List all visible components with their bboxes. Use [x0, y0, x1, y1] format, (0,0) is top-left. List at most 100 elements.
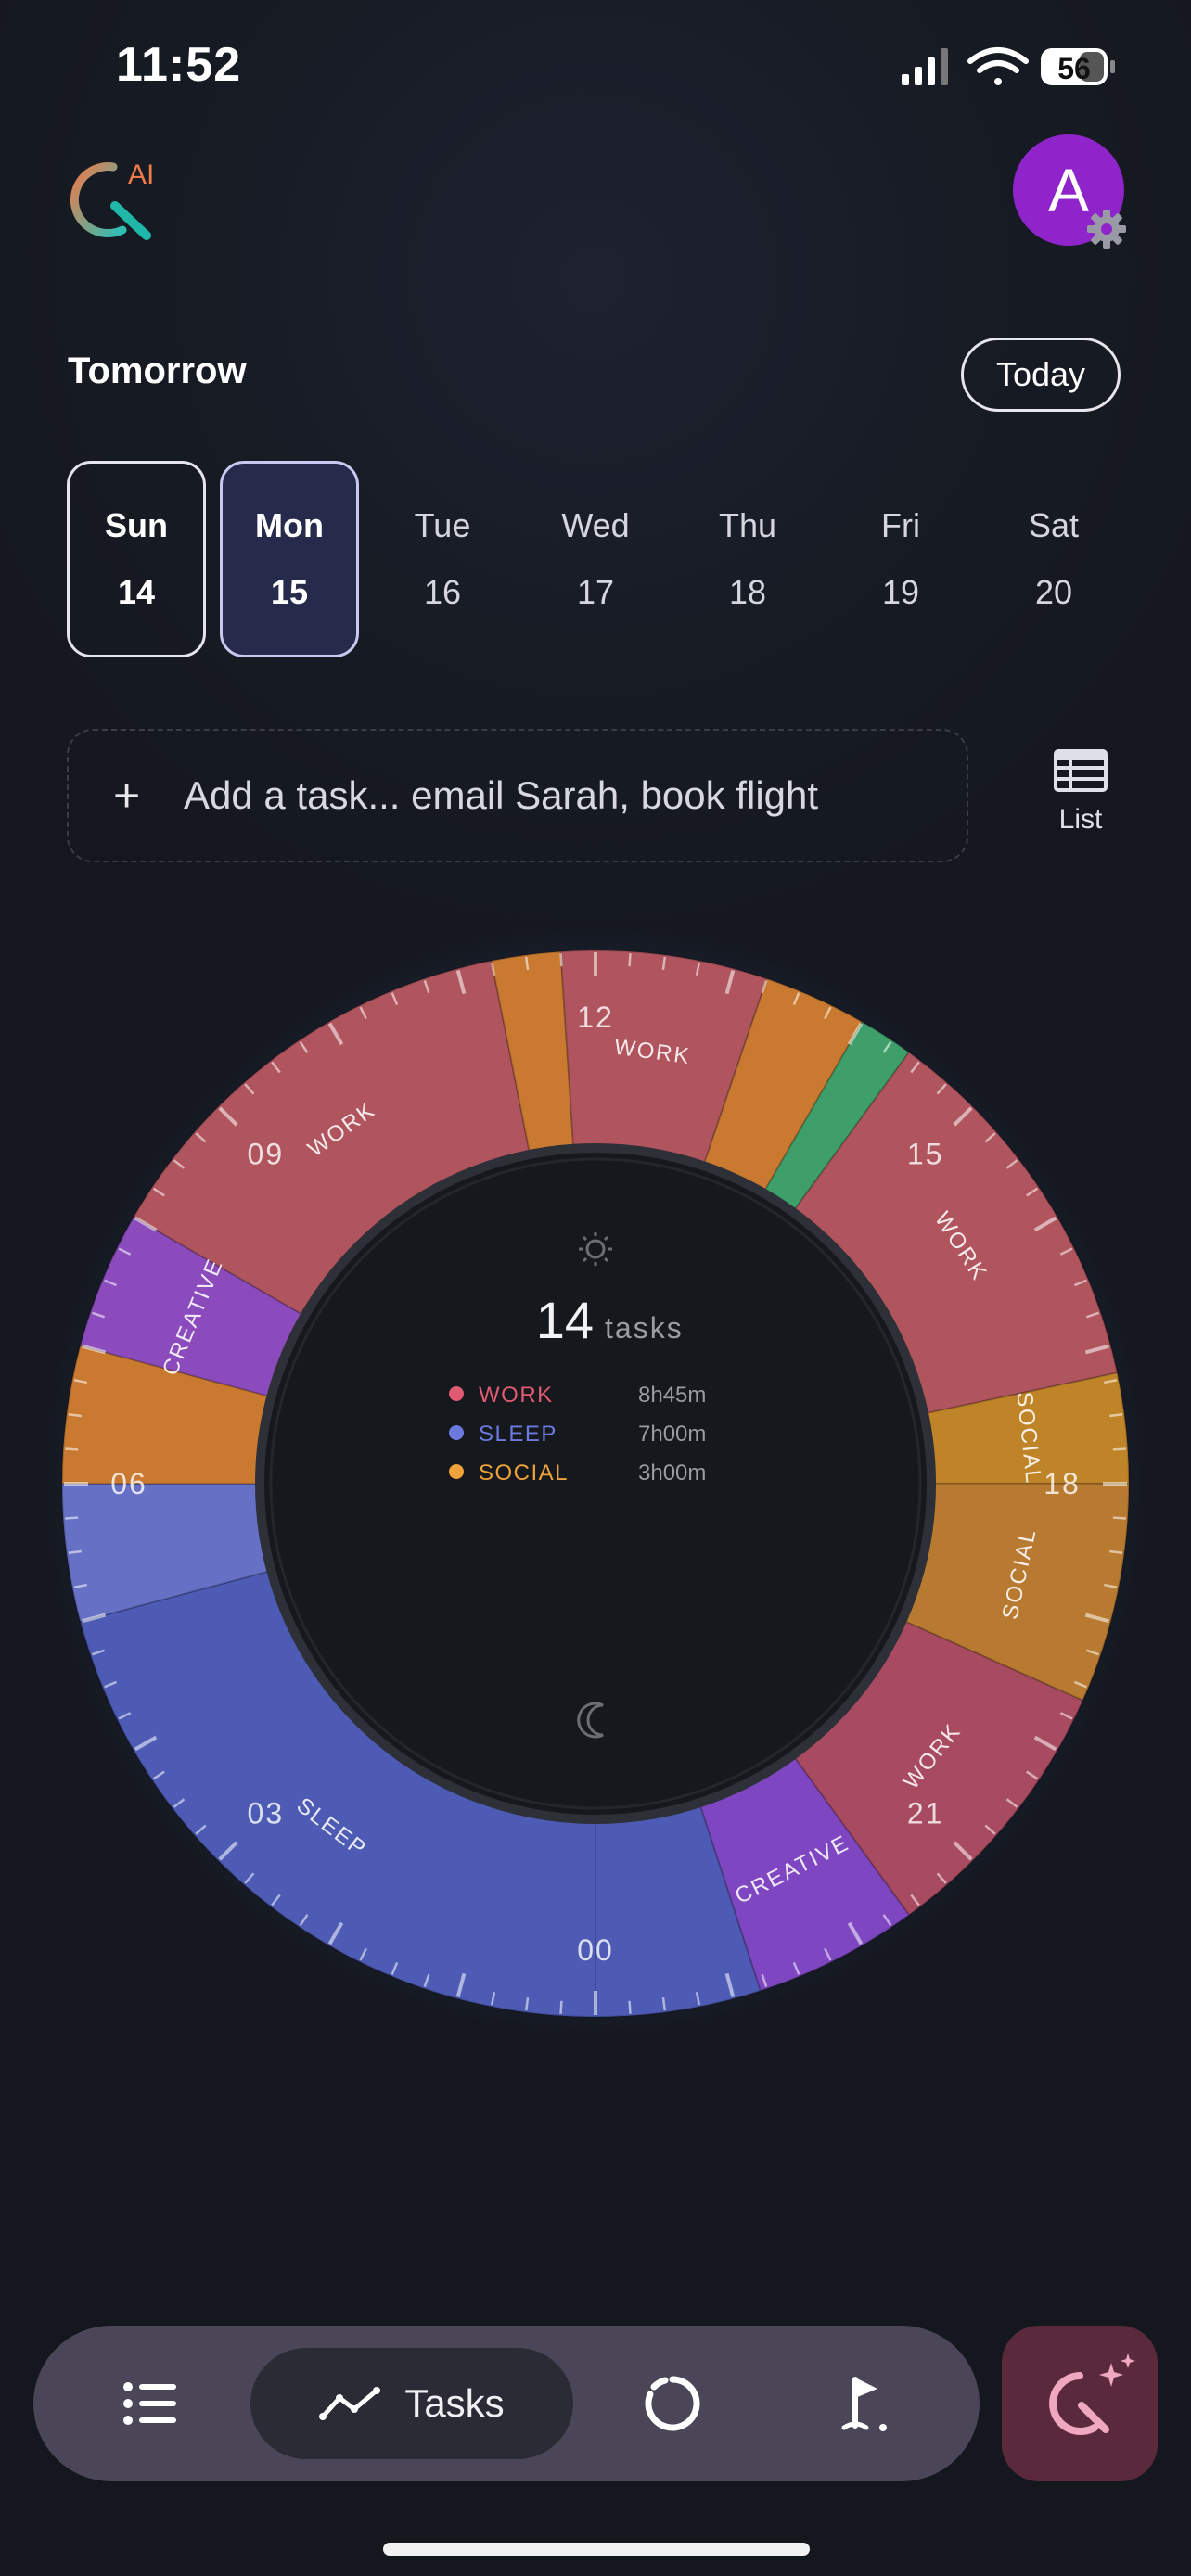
wheel-tick: [695, 962, 701, 976]
wheel-tick: [724, 1972, 736, 1997]
wheel-tick: [953, 1841, 973, 1861]
wheel-tick: [1033, 1216, 1057, 1232]
wheel-tick: [761, 1973, 768, 1987]
wheel-tick: [847, 1022, 864, 1046]
wheel-center: [255, 1143, 936, 1824]
day-name: Thu: [718, 506, 777, 544]
day-number: 18: [728, 573, 767, 611]
legend-dot: [449, 1425, 464, 1440]
list-label: List: [1058, 804, 1103, 835]
wheel-tick: [792, 992, 800, 1006]
wheel-tick: [195, 1824, 207, 1835]
wheel-hour-label: 00: [577, 1933, 614, 1967]
plus-icon: +: [113, 770, 141, 822]
status-time: 11:52: [116, 38, 242, 92]
sun-icon: [579, 1232, 612, 1266]
wheel-tick: [82, 1613, 107, 1624]
day-name: Fri: [881, 506, 920, 544]
wheel-tick: [152, 1770, 165, 1780]
day-thu[interactable]: Thu 18: [678, 461, 817, 657]
day-mon[interactable]: Mon 15: [220, 461, 359, 657]
wheel-tick: [65, 1447, 79, 1451]
day-number: 15: [270, 573, 309, 611]
wheel-tick: [1112, 1447, 1126, 1451]
day-number: 14: [117, 573, 156, 611]
day-sun[interactable]: Sun 14: [67, 461, 206, 657]
wheel-tick: [1085, 1311, 1099, 1319]
wheel-tick: [218, 1106, 238, 1127]
day-name: Mon: [255, 506, 324, 544]
wheel-tick: [1109, 1549, 1123, 1555]
wheel-tick: [1026, 1187, 1039, 1197]
wheel-tick: [455, 1972, 467, 1997]
wheel-tick: [824, 1947, 832, 1961]
list-view-button[interactable]: List: [1030, 749, 1132, 861]
day-name: Sun: [105, 506, 168, 544]
task-count-unit: tasks: [605, 1311, 684, 1345]
day-name: Wed: [561, 506, 630, 544]
day-tue[interactable]: Tue 16: [373, 461, 512, 657]
wheel-tick: [92, 1311, 106, 1319]
wheel-tick: [299, 1040, 309, 1053]
moon-icon: [577, 1702, 604, 1739]
wheel-tick: [882, 1914, 892, 1927]
wheel-tick: [559, 953, 563, 967]
day-sat[interactable]: Sat 20: [984, 461, 1123, 657]
wheel-tick: [1026, 1770, 1039, 1780]
wheel-tick: [244, 1083, 255, 1095]
day-wed[interactable]: Wed 17: [526, 461, 665, 657]
goal-flag-icon[interactable]: [837, 2372, 892, 2435]
trend-icon: [319, 2387, 381, 2420]
wheel-tick: [490, 962, 496, 976]
wheel-tick: [327, 1921, 344, 1945]
wheel-tick: [118, 1712, 132, 1720]
wheel-tick: [218, 1841, 238, 1861]
wheel-tick: [423, 1973, 430, 1987]
wheel-tick: [628, 2000, 632, 2014]
settings-gear-icon[interactable]: [1083, 206, 1130, 252]
home-indicator: [383, 2543, 810, 2556]
wheel-tick: [104, 1279, 118, 1287]
wheel-tick: [953, 1106, 973, 1127]
wheel-tick: [92, 1649, 106, 1656]
wheel-tick: [1109, 1412, 1123, 1418]
wheel-tick: [661, 956, 667, 970]
battery-icon: [1041, 48, 1115, 85]
legend-duration: 7h00m: [638, 1422, 706, 1447]
wheel-tick: [1059, 1247, 1073, 1256]
wheel-tick: [391, 992, 399, 1006]
wheel-tick: [1085, 1649, 1099, 1656]
today-button[interactable]: Today: [961, 338, 1121, 412]
wheel-tick: [391, 1961, 399, 1975]
wheel-tick: [1112, 1516, 1126, 1520]
add-task-placeholder: Add a task... email Sarah, book flight: [184, 773, 819, 817]
wheel-tick: [824, 1006, 832, 1020]
ai-assistant-button[interactable]: [1002, 2326, 1158, 2481]
legend-dot: [449, 1386, 464, 1401]
wheel-tick: [984, 1824, 996, 1835]
wheel-tick: [490, 1992, 496, 2006]
wheel-tick: [661, 1997, 667, 2011]
wheel-segments: [60, 950, 1131, 2019]
day-fri[interactable]: Fri 19: [831, 461, 970, 657]
tasks-nav-button[interactable]: Tasks: [250, 2348, 573, 2459]
wheel-tick: [847, 1921, 864, 1945]
wheel-tick: [1084, 1613, 1109, 1624]
wheel-tick: [152, 1187, 165, 1197]
wheel-hour-label: 06: [110, 1467, 147, 1500]
list-icon: [1054, 749, 1108, 792]
wheel-tick: [724, 970, 736, 995]
cycle-icon[interactable]: [643, 2374, 702, 2433]
battery-level: 56: [1057, 52, 1091, 85]
app-logo: AI: [70, 159, 154, 240]
wheel-hour-label: 09: [248, 1137, 285, 1170]
wheel-tick: [195, 1132, 207, 1143]
wheel-tick: [173, 1159, 186, 1169]
list-nav-icon[interactable]: [121, 2378, 180, 2429]
day-name: Tue: [414, 506, 471, 544]
tasks-nav-label: Tasks: [404, 2381, 505, 2425]
wheel-tick: [244, 1872, 255, 1884]
add-task-input[interactable]: + Add a task... email Sarah, book flight: [67, 729, 968, 862]
wheel-tick: [1084, 1344, 1109, 1355]
